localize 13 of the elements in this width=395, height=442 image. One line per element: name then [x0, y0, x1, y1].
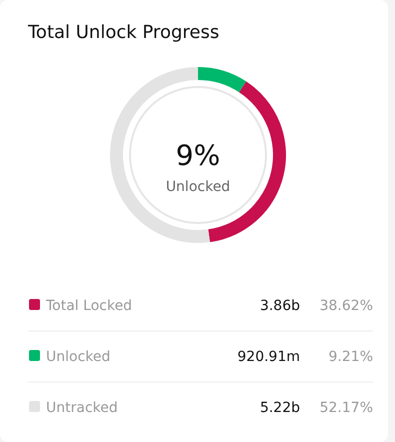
data-label: 38.62%: [320, 298, 373, 314]
donut-slice: [198, 67, 246, 92]
legend-label: Total Locked: [45, 298, 132, 314]
chart-title: Total Unlock Progress: [27, 22, 220, 43]
text: 920.91m: [237, 349, 300, 365]
legend-label: Untracked: [46, 400, 118, 416]
text: 9%: [176, 139, 220, 172]
text: 5.22b: [260, 400, 300, 416]
legend-label: Unlocked: [46, 349, 110, 365]
text: Unlocked: [166, 179, 230, 195]
data-label: 52.17%: [320, 400, 373, 416]
data-label: 9.21%: [328, 349, 373, 365]
text: 3.86b: [260, 298, 300, 314]
